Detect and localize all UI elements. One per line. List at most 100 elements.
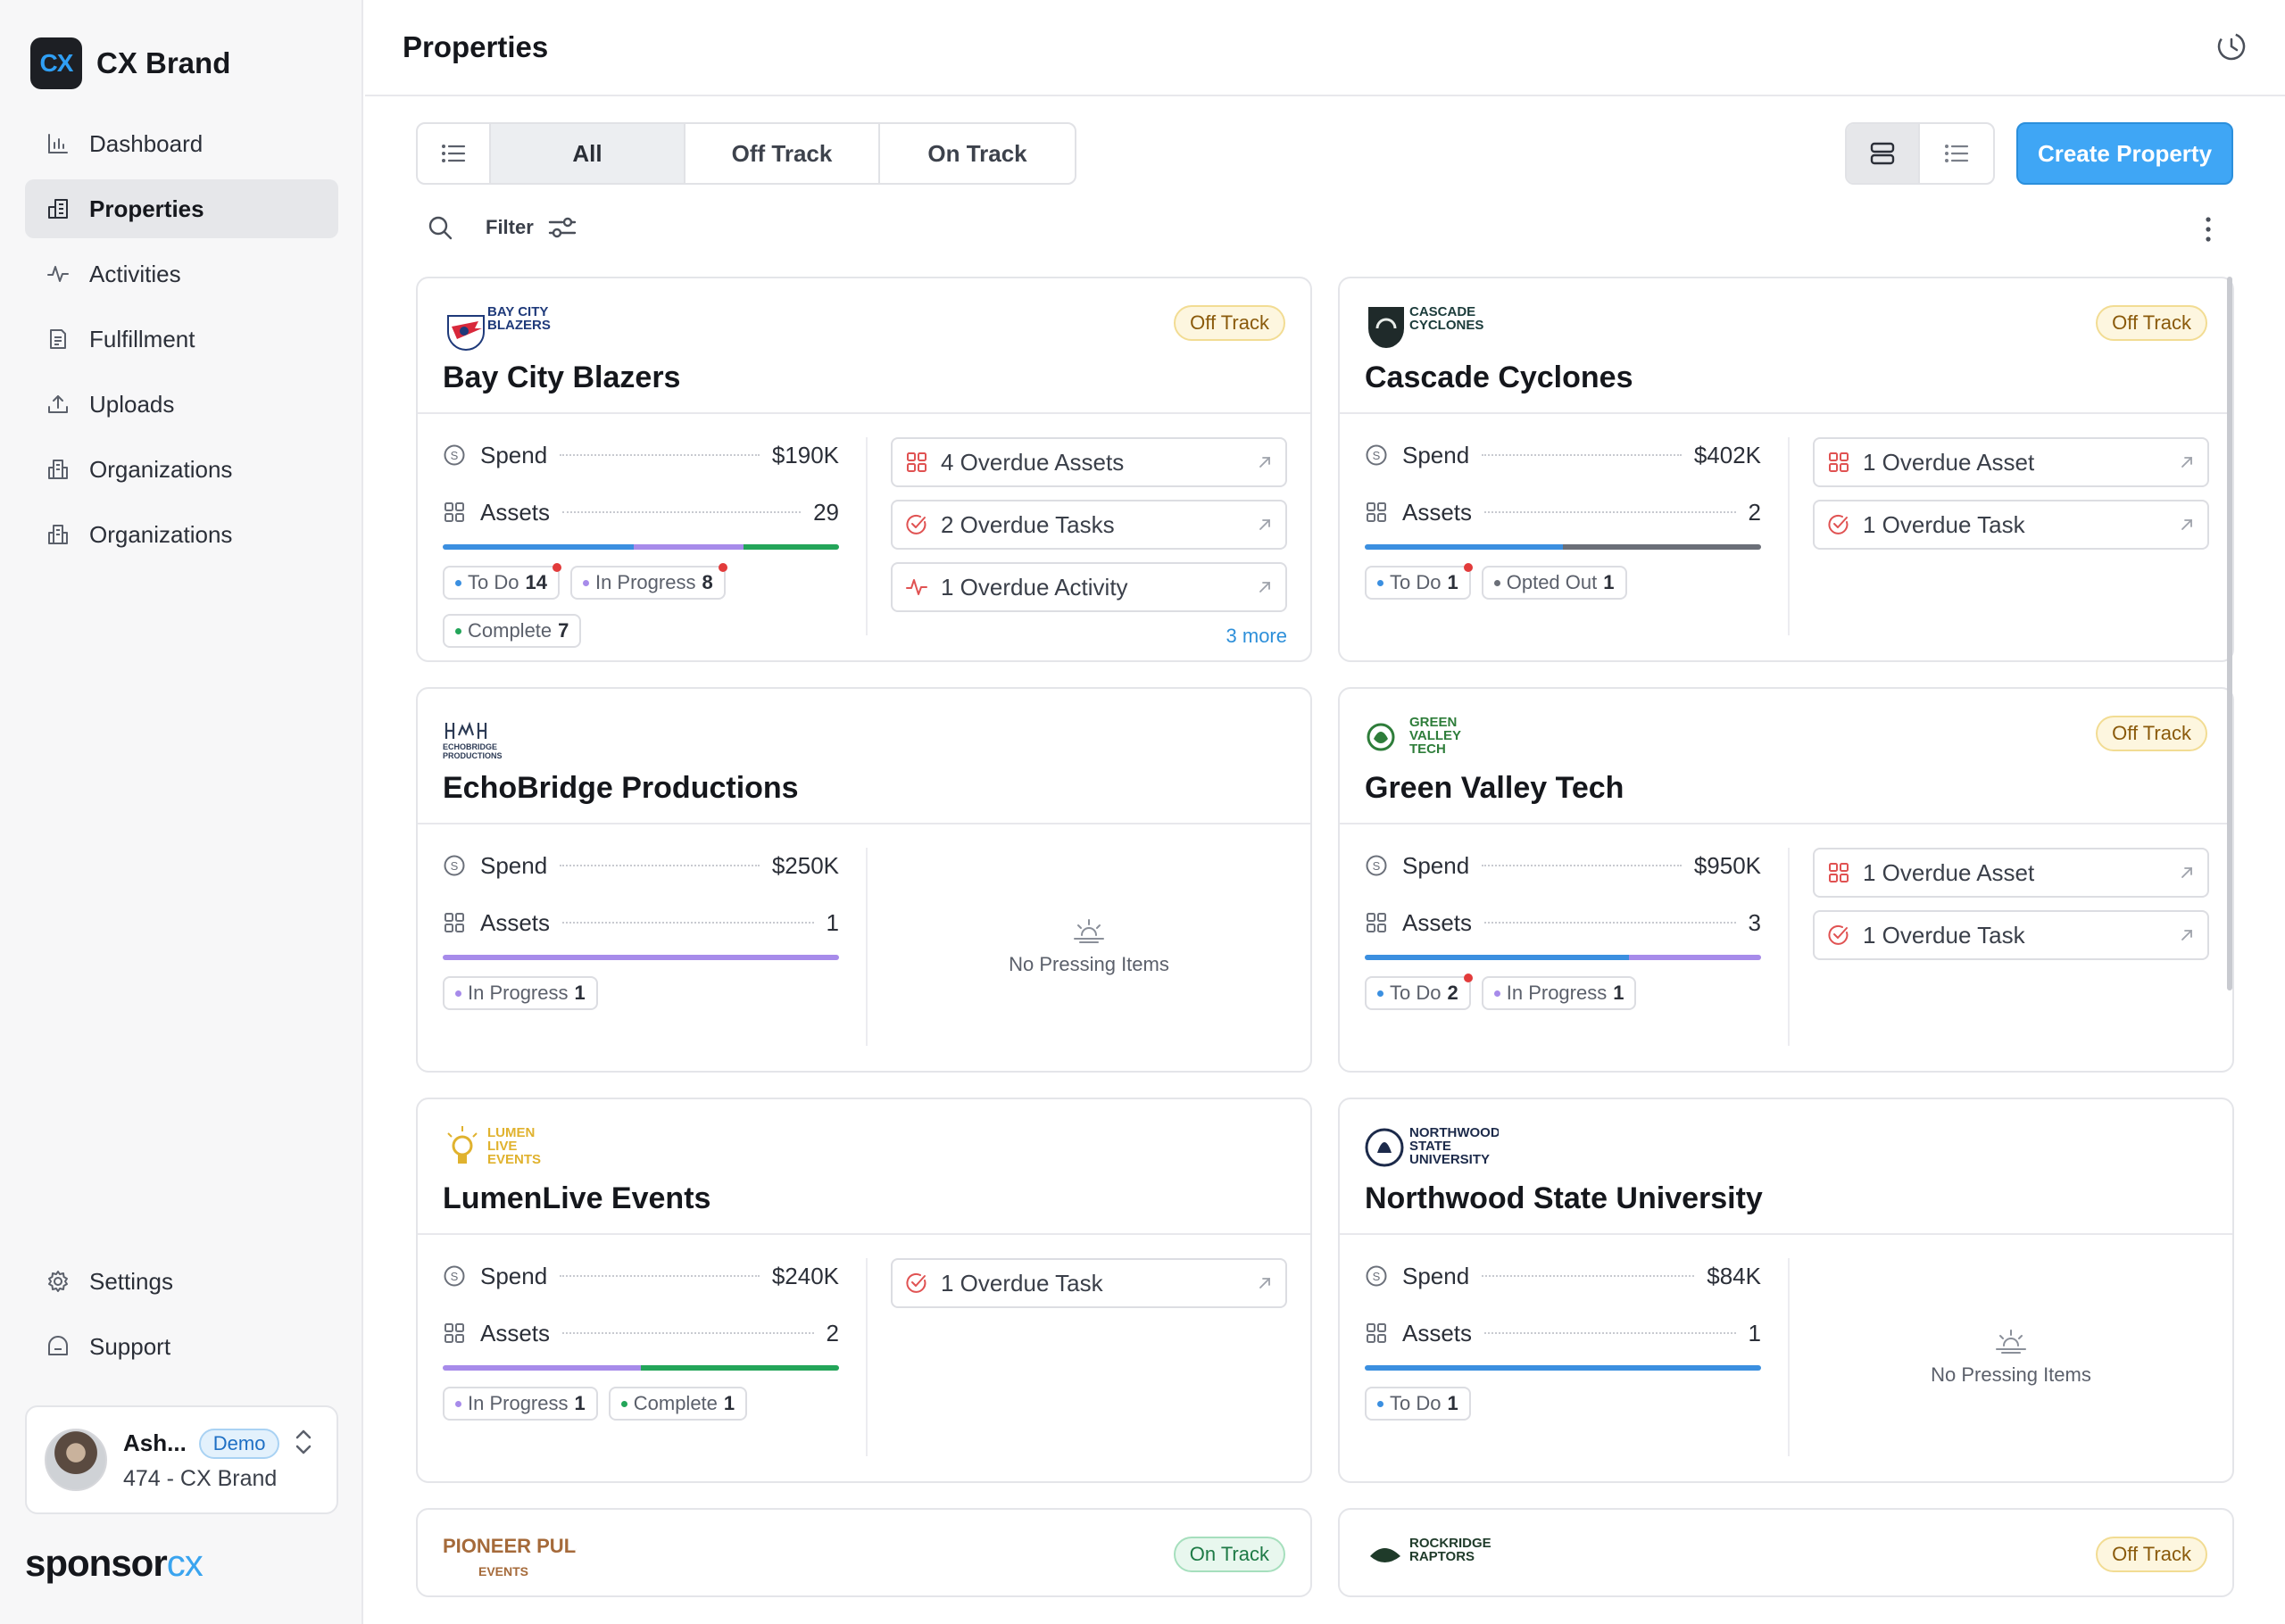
property-card[interactable]: LUMEN LIVE EVENTS LumenLive Events S Spend $24… <box>416 1098 1312 1483</box>
chevron-up-down-icon[interactable] <box>294 1427 313 1457</box>
sidebar-item-properties[interactable]: Properties <box>25 179 338 238</box>
scrollbar-thumb[interactable] <box>2227 277 2232 990</box>
logo-text: VALLEY <box>1409 728 1461 743</box>
overdue-label: 1 Overdue Task <box>1863 510 2025 538</box>
overdue-item[interactable]: 1 Overdue Activity <box>891 562 1287 612</box>
overdue-indicator-dot <box>552 563 561 572</box>
overdue-item[interactable]: 1 Overdue Asset <box>1813 437 2209 487</box>
list-view-icon[interactable] <box>418 124 491 183</box>
create-property-button[interactable]: Create Property <box>2016 122 2233 185</box>
status-chip-opted-out[interactable]: Opted Out 1 <box>1481 566 1627 600</box>
property-name[interactable]: Northwood State University <box>1365 1181 1763 1215</box>
property-logo: ROCKRIDGE RAPTORS <box>1365 1533 1499 1583</box>
user-name: Ash... <box>123 1429 187 1456</box>
assets-grid-icon <box>443 1322 466 1345</box>
sidebar-item-uploads[interactable]: Uploads <box>25 375 338 434</box>
sidebar-item-fulfillment[interactable]: Fulfillment <box>25 310 338 369</box>
status-chips: In Progress 1 <box>443 976 839 1024</box>
status-chip-todo[interactable]: To Do 2 <box>1365 974 1473 1010</box>
sidebar-item-activities[interactable]: Activities <box>25 244 338 303</box>
sidebar-item-organizations[interactable]: Organizations <box>25 505 338 564</box>
spend-label: Spend <box>1402 851 1470 879</box>
progress-segment-todo <box>443 544 635 550</box>
sidebar-item-label: Activities <box>89 260 181 287</box>
status-dot <box>1493 579 1500 586</box>
filter-button[interactable]: Filter <box>486 216 534 238</box>
overdue-item[interactable]: 1 Overdue Asset <box>1813 848 2209 898</box>
status-chip-todo[interactable]: To Do 1 <box>1365 1387 1471 1421</box>
status-chip-in-progress[interactable]: In Progress 8 <box>569 563 727 600</box>
tab-all[interactable]: All <box>491 124 686 183</box>
property-card[interactable]: GREEN VALLEY TECH Green Valley Tech Off Trac… <box>1338 687 2234 1073</box>
logo-text: CASCADE <box>1409 304 1475 319</box>
dotted-leader <box>562 511 802 513</box>
arrow-up-right-icon <box>1257 517 1273 533</box>
status-badge: Off Track <box>2096 1537 2207 1572</box>
sidebar-item-settings[interactable]: Settings <box>25 1252 338 1311</box>
property-name[interactable]: Bay City Blazers <box>443 360 681 394</box>
property-card[interactable]: ROCKRIDGE RAPTORS Off Track <box>1338 1508 2234 1597</box>
gear-icon <box>46 1270 70 1293</box>
brand[interactable]: CX CX Brand <box>30 37 230 89</box>
property-name[interactable]: Green Valley Tech <box>1365 771 1624 805</box>
sidebar-item-dashboard[interactable]: Dashboard <box>25 114 338 173</box>
more-link[interactable]: 3 more <box>1226 625 1287 647</box>
assets-label: Assets <box>1402 908 1473 936</box>
table-view-button[interactable] <box>1920 124 1993 183</box>
overdue-label: 1 Overdue Asset <box>1863 858 2035 886</box>
search-filter-row: Filter <box>427 214 577 241</box>
overdue-item[interactable]: 1 Overdue Task <box>1813 910 2209 960</box>
property-card[interactable]: ECHOBRIDGE PRODUCTIONS EchoBridge Producti… <box>416 687 1312 1073</box>
spend-icon: S <box>1365 854 1388 877</box>
spend-icon: S <box>443 443 466 467</box>
status-chip-in-progress[interactable]: In Progress 1 <box>443 1387 598 1421</box>
more-options-icon[interactable] <box>2201 214 2215 244</box>
property-name[interactable]: Cascade Cyclones <box>1365 360 1633 394</box>
arrow-up-right-icon <box>2179 865 2195 881</box>
logo-text: NORTHWOOD <box>1409 1125 1499 1140</box>
arrow-up-right-icon <box>1257 579 1273 595</box>
progress-segment-in-progress <box>634 544 744 550</box>
property-card[interactable]: CASCADE CYCLONES Cascade Cyclones Off Track… <box>1338 277 2234 662</box>
logo-text: BAY CITY <box>487 304 548 319</box>
check-circle-icon <box>905 513 928 536</box>
card-header: ROCKRIDGE RAPTORS Off Track <box>1340 1510 2232 1595</box>
property-name[interactable]: EchoBridge Productions <box>443 771 799 805</box>
dotted-leader <box>1484 1332 1736 1334</box>
property-card[interactable]: BAY CITY BLAZERS Bay City Blazers Off Track… <box>416 277 1312 662</box>
card-header: CASCADE CYCLONES Cascade Cyclones Off Track <box>1340 278 2232 414</box>
spend-row: S Spend $950K <box>1365 848 1761 883</box>
status-chip-in-progress[interactable]: In Progress 1 <box>1481 976 1637 1010</box>
status-chip-todo[interactable]: To Do 1 <box>1365 563 1473 600</box>
status-chip-in-progress[interactable]: In Progress 1 <box>443 976 598 1010</box>
tab-on-track[interactable]: On Track <box>927 139 1027 167</box>
status-dot <box>1377 579 1383 586</box>
overdue-indicator-dot <box>718 563 727 572</box>
spend-row: S Spend $240K <box>443 1258 839 1294</box>
search-icon[interactable] <box>427 214 453 241</box>
property-card[interactable]: PIONEER PULSE EVENTS On Track <box>416 1508 1312 1597</box>
overdue-item[interactable]: 2 Overdue Tasks <box>891 500 1287 550</box>
progress-segment-complete <box>641 1365 839 1371</box>
card-header: GREEN VALLEY TECH Green Valley Tech Off Trac… <box>1340 689 2232 824</box>
sidebar-item-organizations[interactable]: Organizations <box>25 440 338 499</box>
status-chip-todo[interactable]: To Do 14 <box>443 563 561 600</box>
sidebar-item-support[interactable]: Support <box>25 1317 338 1376</box>
status-chip-complete[interactable]: Complete 1 <box>608 1387 748 1421</box>
property-name[interactable]: LumenLive Events <box>443 1181 711 1215</box>
user-switcher[interactable]: Ash... Demo 474 - CX Brand <box>25 1405 338 1514</box>
chip-label: In Progress <box>468 1392 569 1414</box>
filter-sliders-icon[interactable] <box>548 215 577 240</box>
asset-progress-bar <box>1365 955 1761 960</box>
overdue-item[interactable]: 1 Overdue Task <box>1813 500 2209 550</box>
property-card[interactable]: NORTHWOOD STATE UNIVERSITY Northwood State … <box>1338 1098 2234 1483</box>
overdue-item[interactable]: 4 Overdue Assets <box>891 437 1287 487</box>
history-icon[interactable] <box>2214 29 2249 64</box>
no-pressing-text: No Pressing Items <box>1931 1363 2091 1386</box>
status-chip-complete[interactable]: Complete 7 <box>443 614 582 648</box>
overdue-item[interactable]: 1 Overdue Task <box>891 1258 1287 1308</box>
card-view-button[interactable] <box>1847 124 1920 183</box>
spend-icon: S <box>1365 1264 1388 1288</box>
tab-off-track[interactable]: Off Track <box>686 124 880 183</box>
svg-text:S: S <box>451 449 459 462</box>
